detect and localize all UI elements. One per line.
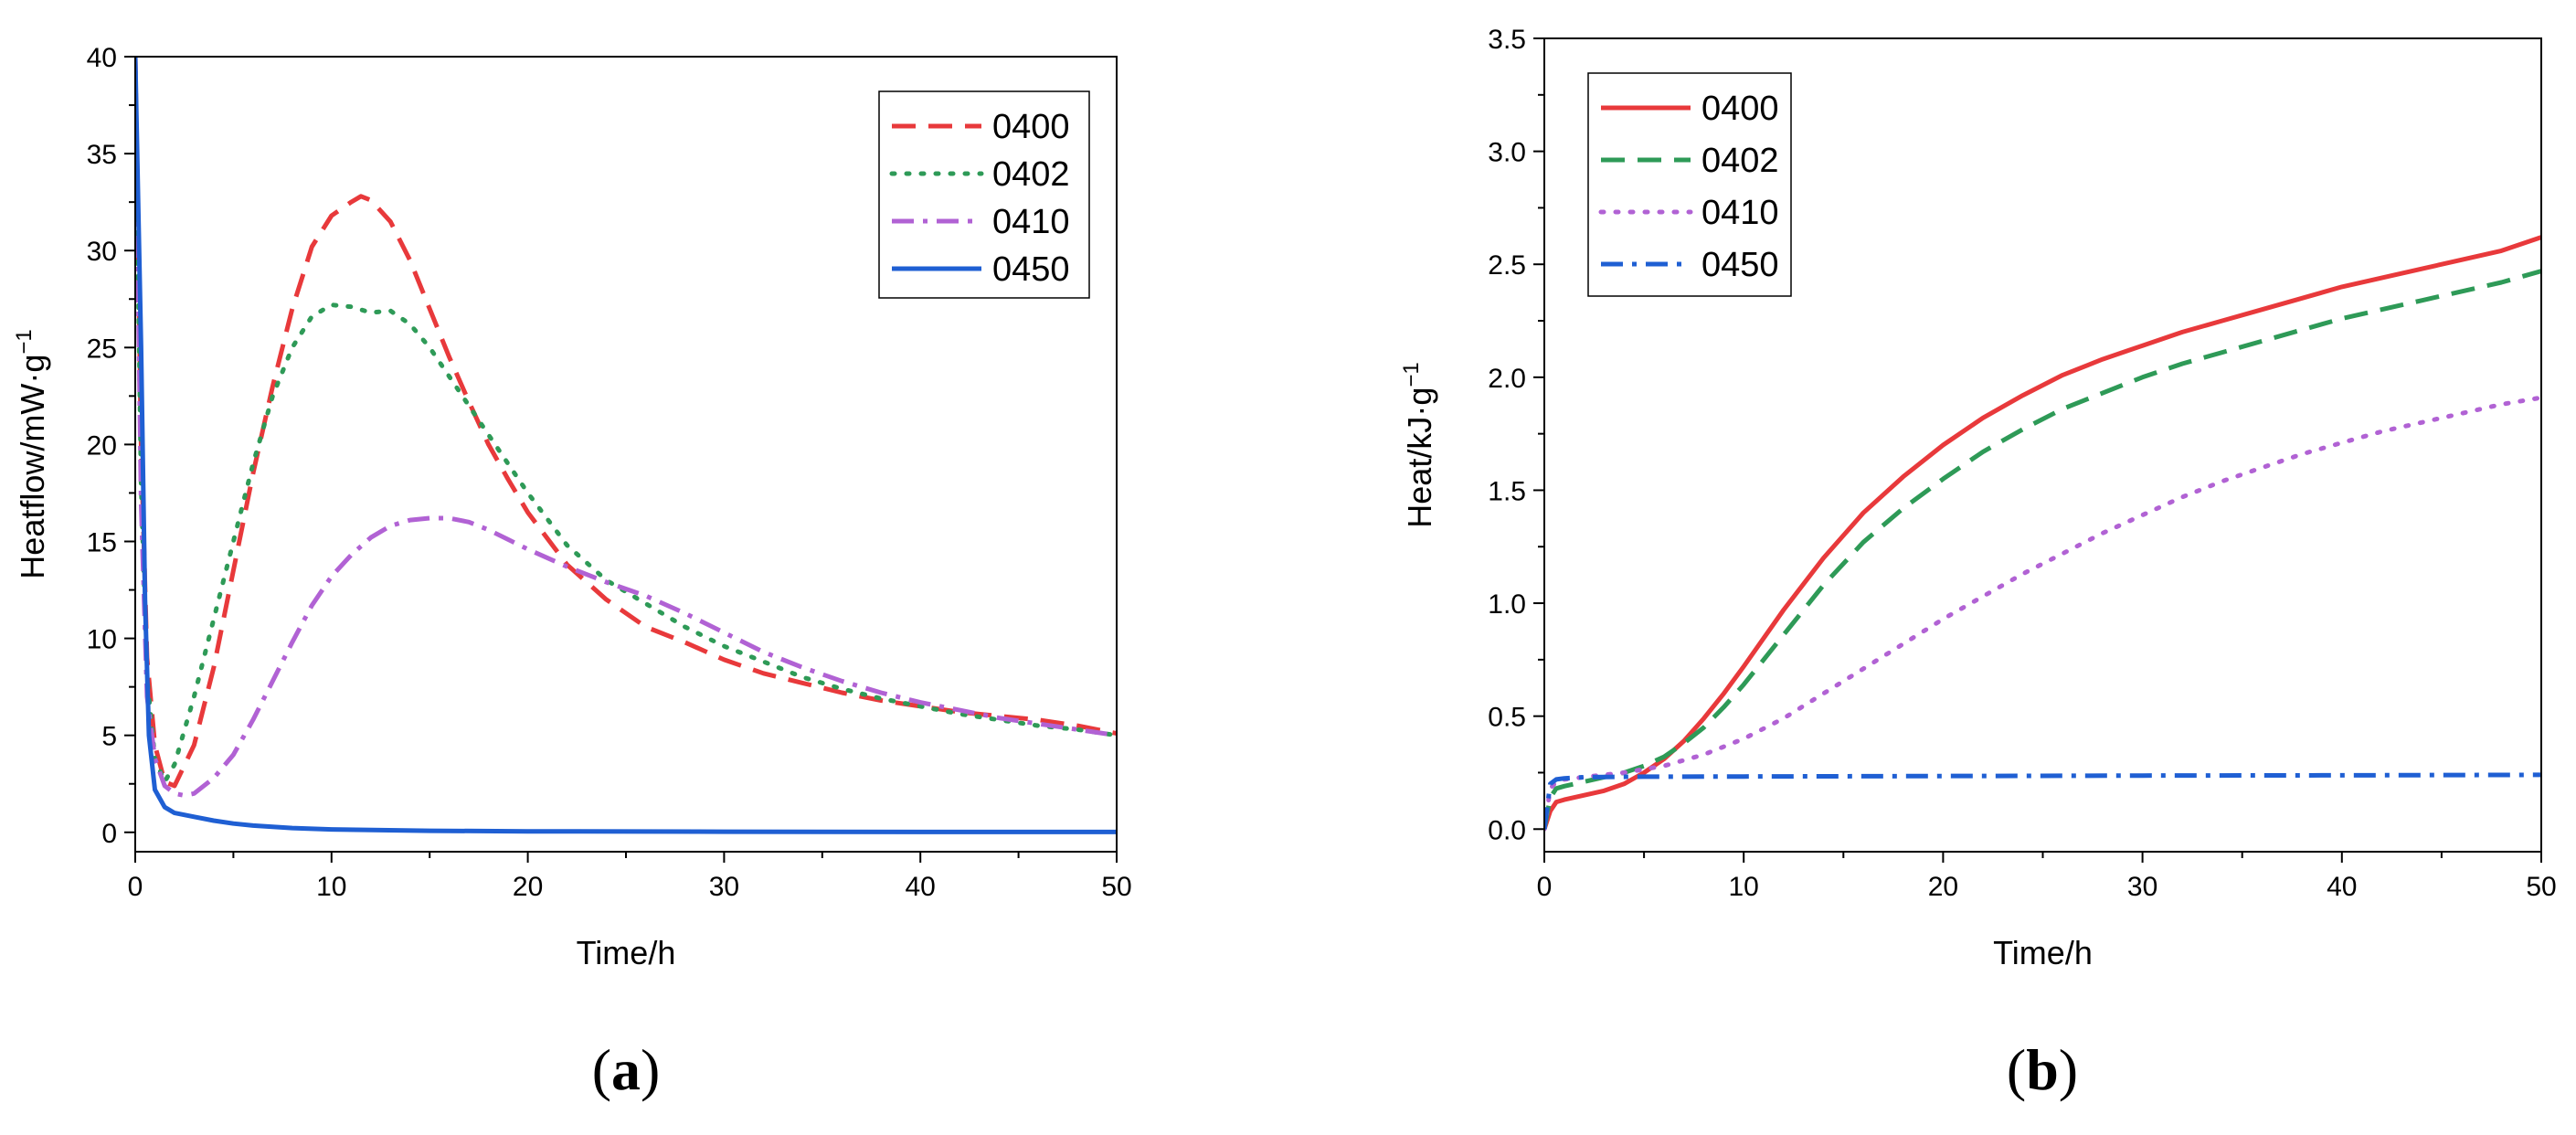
x-tick-label: 40 xyxy=(906,872,936,902)
y-tick-label: 20 xyxy=(87,430,117,461)
x-tick-label: 10 xyxy=(316,872,346,902)
y-tick-label: 2.0 xyxy=(1488,364,1526,394)
y-axis-label: Heatflow/mW·g−1 xyxy=(12,329,51,578)
series-line-0450 xyxy=(135,57,1117,834)
series-group xyxy=(1544,235,2541,832)
x-tick-label: 50 xyxy=(2526,872,2556,902)
x-axis-label: Time/h xyxy=(1993,934,2093,971)
series-line-0400 xyxy=(1544,235,2541,831)
y-tick-label: 0.0 xyxy=(1488,815,1526,845)
y-tick-label: 1.0 xyxy=(1488,589,1526,620)
y-tick-label: 30 xyxy=(87,237,117,267)
panel-label: (a) xyxy=(592,1037,661,1102)
y-axis-label-sup: −1 xyxy=(1399,362,1424,387)
y-axis-label-sup: −1 xyxy=(12,329,37,354)
legend-label-0450: 0450 xyxy=(1701,246,1779,284)
y-tick-label: 35 xyxy=(87,140,117,170)
series-line-0450 xyxy=(1544,772,2541,830)
y-axis-label-main: Heatflow/mW·g xyxy=(14,355,51,579)
y-axis-label: Heat/kJ·g−1 xyxy=(1399,362,1438,527)
series-line-0410 xyxy=(1544,395,2541,832)
series-line-0402 xyxy=(135,57,1117,785)
y-tick-label: 25 xyxy=(87,334,117,364)
x-tick-label: 30 xyxy=(2127,872,2157,902)
legend-label-0402: 0402 xyxy=(992,155,1070,194)
chart-panel-b: 0 10 20 30 40 50 0.0 0.5 1.0 1.5 2.0 2.5 3.0 3.5 Time/… xyxy=(1399,25,2557,1102)
legend-label-0402: 0402 xyxy=(1701,142,1779,180)
y-tick-label: 0 xyxy=(101,819,117,849)
legend: 0400 0402 0410 0450 xyxy=(878,90,1090,299)
x-tick-label: 20 xyxy=(1928,872,1958,902)
x-tick-label: 10 xyxy=(1729,872,1759,902)
y-tick-label: 2.5 xyxy=(1488,250,1526,281)
legend-label-0450: 0450 xyxy=(992,250,1070,289)
x-axis-label: Time/h xyxy=(577,934,676,971)
x-tick-label: 50 xyxy=(1101,872,1131,902)
legend-label-0400: 0400 xyxy=(992,108,1070,146)
x-tick-label: 0 xyxy=(128,872,143,902)
y-tick-label: 15 xyxy=(87,527,117,557)
panel-label: (b) xyxy=(2007,1037,2078,1102)
series-line-0400 xyxy=(135,57,1117,789)
y-tick-label: 1.5 xyxy=(1488,476,1526,506)
y-tick-label: 0.5 xyxy=(1488,703,1526,733)
y-tick-label: 3.0 xyxy=(1488,138,1526,168)
legend: 0400 0402 0410 0450 xyxy=(1587,72,1792,297)
y-tick-label: 40 xyxy=(87,43,117,73)
series-line-0410 xyxy=(135,57,1117,798)
x-tick-label: 40 xyxy=(2327,872,2357,902)
legend-label-0400: 0400 xyxy=(1701,90,1779,128)
y-tick-label: 3.5 xyxy=(1488,25,1526,55)
y-tick-label: 5 xyxy=(101,722,117,752)
legend-box xyxy=(1587,72,1792,297)
x-tick-label: 0 xyxy=(1537,872,1553,902)
chart-panel-a: 0 10 20 30 40 50 0 5 10 15 20 25 30 35 40 Time/h Heatflo… xyxy=(12,43,1132,1102)
series-line-0402 xyxy=(1544,269,2541,830)
y-axis-label-main: Heat/kJ·g xyxy=(1401,387,1438,528)
series-group xyxy=(135,57,1117,834)
y-tick-label: 10 xyxy=(87,625,117,655)
x-tick-label: 30 xyxy=(709,872,739,902)
legend-label-0410: 0410 xyxy=(992,203,1070,241)
legend-label-0410: 0410 xyxy=(1701,194,1779,232)
x-tick-label: 20 xyxy=(513,872,543,902)
